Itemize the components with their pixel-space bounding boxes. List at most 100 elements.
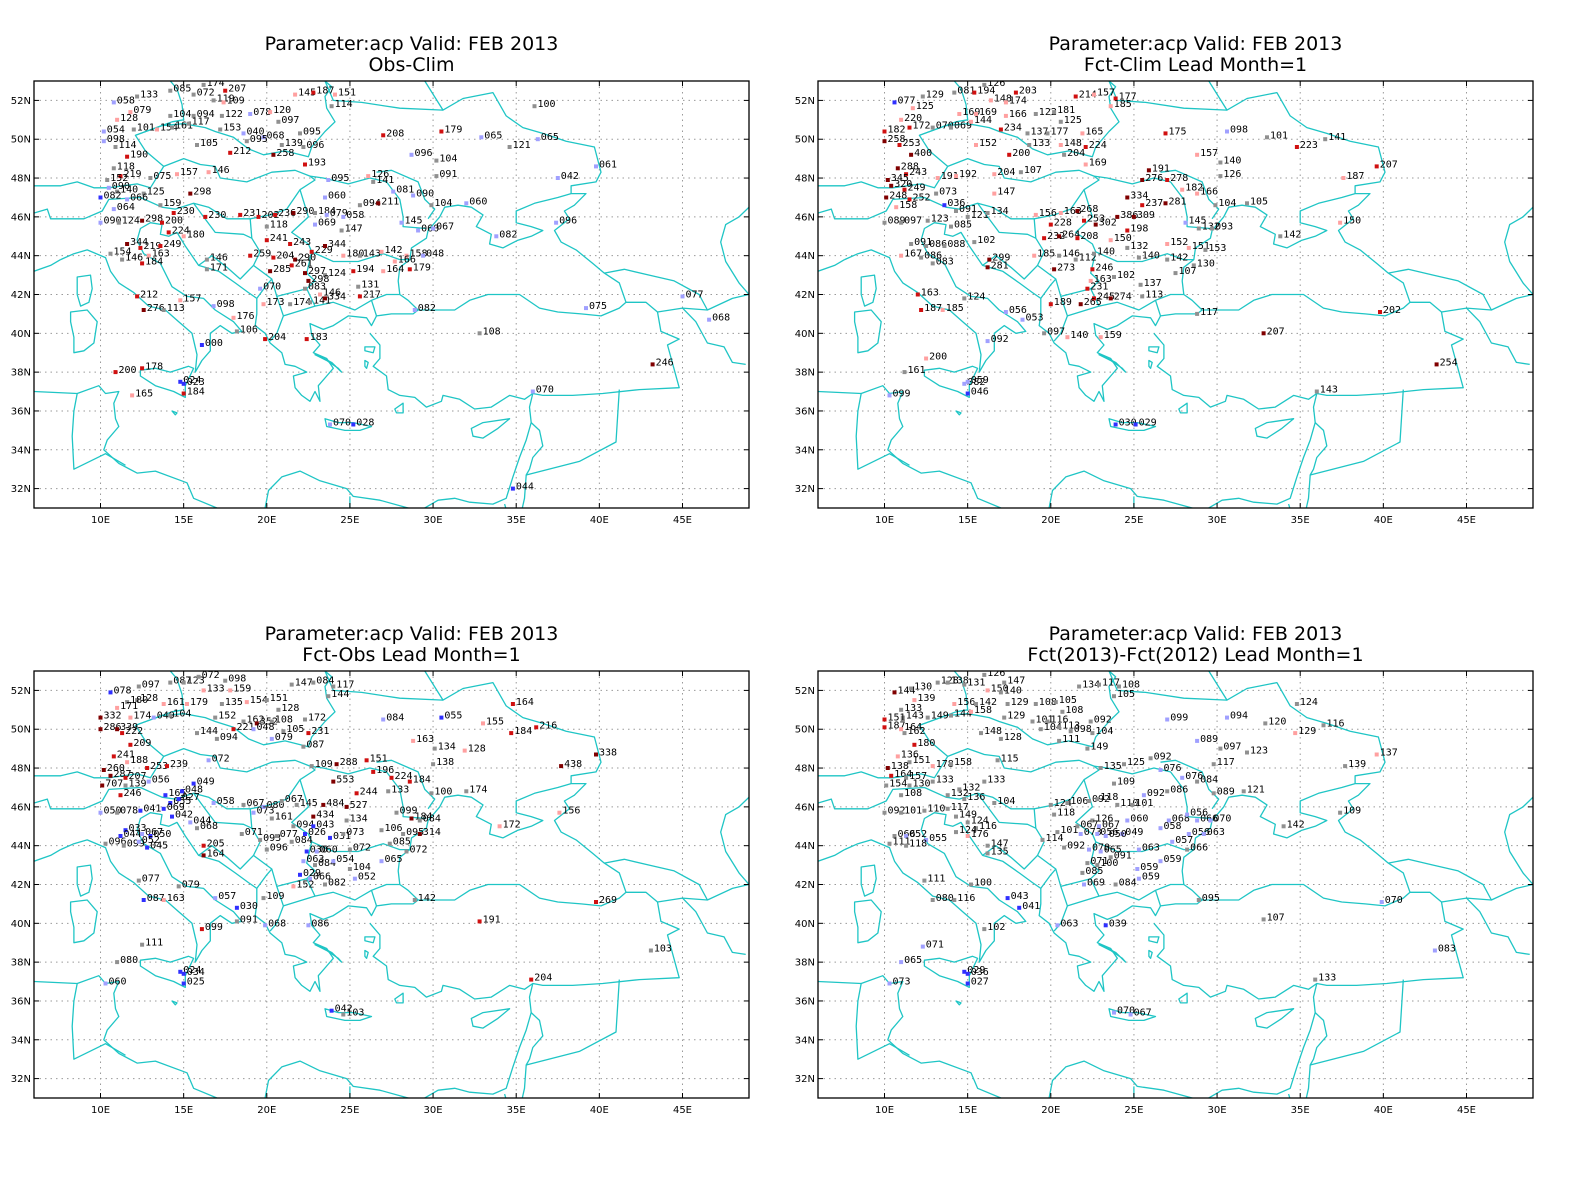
station-value: 094 xyxy=(1230,711,1248,722)
station-square xyxy=(256,214,261,219)
station-square xyxy=(347,847,352,852)
station-square xyxy=(1005,702,1010,706)
station-square xyxy=(303,717,307,722)
station-square xyxy=(477,919,482,924)
station-marker: 068 xyxy=(263,918,286,929)
station-value: 085 xyxy=(173,84,191,95)
station-value: 147 xyxy=(991,839,1009,850)
station-marker: 033 xyxy=(123,823,147,834)
station-square xyxy=(204,257,209,262)
station-marker: 096 xyxy=(301,140,324,151)
station-square xyxy=(974,112,978,116)
station-value: 344 xyxy=(328,239,346,250)
station-square xyxy=(1165,789,1170,794)
lon-tick-label: 45E xyxy=(1457,515,1476,526)
station-value: 290 xyxy=(298,253,316,264)
station-value: 036 xyxy=(971,967,989,978)
station-value: 527 xyxy=(350,800,368,811)
lon-tick-label: 15E xyxy=(958,1105,977,1116)
island-outline xyxy=(1098,354,1127,373)
station-square xyxy=(942,244,947,248)
station-marker: 080 xyxy=(930,893,954,904)
station-marker: 261 xyxy=(289,258,313,269)
station-marker: 144 xyxy=(195,726,218,737)
map-svg: Parameter:acp Valid: FEB 2013Fct(2013)-F… xyxy=(795,623,1534,1116)
station-marker: 064 xyxy=(111,202,135,213)
station-marker: 075 xyxy=(148,171,171,182)
country-border xyxy=(34,747,316,810)
station-square xyxy=(534,725,539,730)
station-square xyxy=(314,849,319,854)
station-square xyxy=(228,150,233,155)
country-border xyxy=(198,845,254,870)
station-value: 033 xyxy=(129,823,147,834)
station-marker: 163 xyxy=(161,893,185,904)
station-value: 166 xyxy=(1200,187,1218,198)
station-square xyxy=(352,876,357,881)
lon-tick-label: 45E xyxy=(673,515,692,526)
station-square xyxy=(168,801,173,805)
lat-tick-label: 42N xyxy=(11,880,31,891)
station-marker: 093 xyxy=(258,833,281,844)
station-marker: 169 xyxy=(957,107,980,118)
station-value: 136 xyxy=(901,749,919,760)
station-value: 177 xyxy=(1119,92,1137,103)
station-value: 078 xyxy=(253,107,271,118)
station-marker: 090 xyxy=(411,189,434,200)
lon-tick-label: 10E xyxy=(875,1105,894,1116)
station-square xyxy=(1030,719,1035,724)
station-value: 068 xyxy=(267,130,285,141)
coastline xyxy=(920,222,1203,402)
lon-tick-label: 20E xyxy=(257,515,276,526)
station-square xyxy=(1195,738,1200,743)
station-marker: 172 xyxy=(303,713,326,724)
station-square xyxy=(507,145,512,149)
station-value: 302 xyxy=(1099,218,1117,229)
lat-tick-label: 32N xyxy=(11,1074,31,1085)
station-value: 132 xyxy=(951,788,969,799)
panel-title-line2: Fct-Clim Lead Month=1 xyxy=(1084,54,1307,76)
station-marker: 084 xyxy=(311,676,334,687)
station-marker: 151 xyxy=(882,713,906,724)
station-value: 130 xyxy=(914,682,932,693)
station-value: 027 xyxy=(971,977,989,988)
station-marker: 087 xyxy=(141,893,165,904)
station-marker: 027 xyxy=(176,792,200,803)
station-square xyxy=(376,201,381,206)
station-square xyxy=(1203,247,1208,252)
coastline xyxy=(844,239,1027,373)
station-marker: 137 xyxy=(1374,748,1398,759)
station-value: 077 xyxy=(686,289,704,300)
station-square xyxy=(161,702,166,706)
station-marker: 111 xyxy=(140,938,163,949)
country-border xyxy=(1466,307,1530,366)
station-marker: 128 xyxy=(276,703,299,714)
station-marker: 070 xyxy=(1087,843,1110,854)
lat-tick-label: 36N xyxy=(795,996,815,1007)
station-marker: 179 xyxy=(407,262,431,273)
station-value: 183 xyxy=(310,332,328,343)
island-outline xyxy=(314,354,343,373)
island-outline xyxy=(1108,418,1157,432)
station-value: 134 xyxy=(1082,680,1100,691)
lat-tick-label: 38N xyxy=(11,958,31,969)
station-marker: 041 xyxy=(1017,901,1040,912)
station-marker: 128 xyxy=(135,693,158,704)
station-square xyxy=(401,832,406,836)
station-marker: 140 xyxy=(1218,156,1241,167)
station-square xyxy=(125,197,130,202)
station-square xyxy=(118,834,123,838)
station-marker: 224 xyxy=(166,225,190,236)
station-value: 286 xyxy=(104,722,122,733)
station-square xyxy=(391,189,396,194)
station-value: 231 xyxy=(1090,282,1108,293)
station-square xyxy=(354,791,359,796)
station-square xyxy=(982,779,987,784)
station-marker: 092 xyxy=(1088,715,1112,726)
station-value: 438 xyxy=(564,759,582,770)
station-marker: 052 xyxy=(904,829,927,840)
station-square xyxy=(411,193,416,198)
coastline xyxy=(1504,796,1533,885)
station-value: 180 xyxy=(130,695,148,706)
station-value: 118 xyxy=(117,161,135,172)
